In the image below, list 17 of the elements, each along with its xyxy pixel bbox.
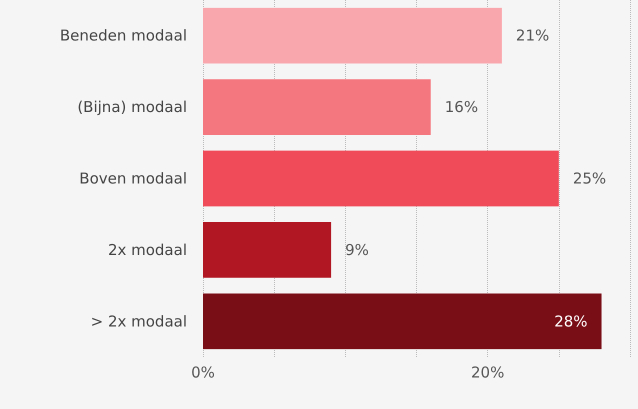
data-label: 9%: [345, 240, 369, 259]
bar: [203, 8, 502, 64]
y-tick-label: (Bijna) modaal: [77, 98, 187, 116]
bar: [203, 222, 332, 278]
bar: [203, 293, 602, 350]
y-tick-label: > 2x modaal: [90, 312, 187, 330]
bar: [203, 150, 559, 206]
bar: [203, 79, 431, 135]
y-tick-label: Boven modaal: [79, 170, 187, 188]
data-label: 21%: [516, 26, 550, 45]
y-tick-label: Beneden modaal: [60, 26, 187, 45]
data-label: 28%: [554, 312, 588, 330]
y-tick-label: 2x modaal: [108, 240, 187, 259]
x-tick-label: 20%: [470, 364, 504, 382]
data-label: 25%: [572, 170, 606, 188]
data-label: 16%: [444, 98, 478, 116]
x-tick-label: 0%: [191, 364, 215, 382]
